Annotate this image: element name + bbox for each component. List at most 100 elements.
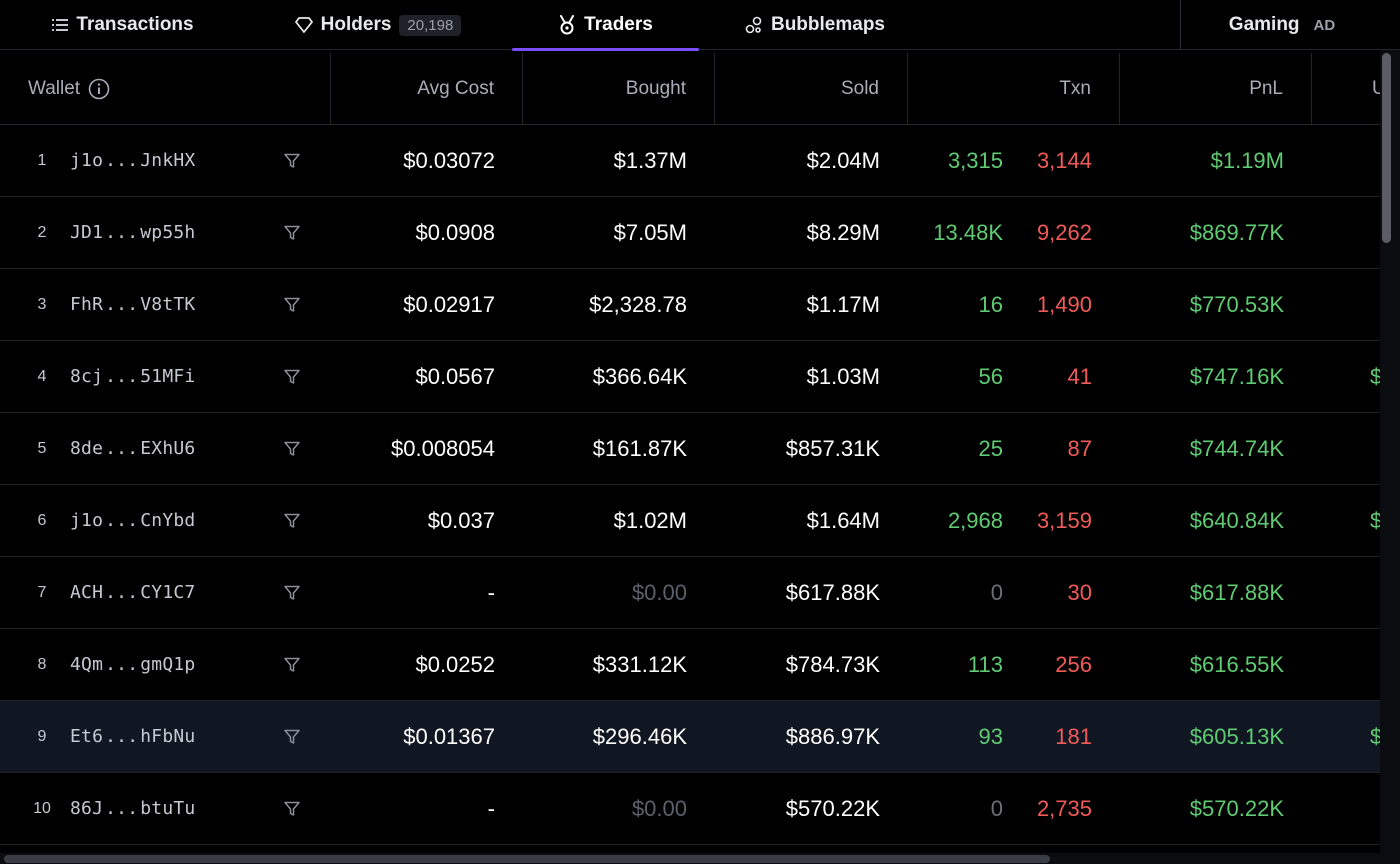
sell-txn-count: 9,262 [1036,219,1092,245]
column-header-bought[interactable]: Bought [523,53,715,125]
sold-value: $1.03M [806,363,880,389]
wallet-address[interactable]: Et6... hFbNu [70,701,195,772]
bought-value: $0.00 [631,579,687,605]
buy-txn-count: 93 [978,723,1003,749]
column-header-wallet[interactable]: Wallet [0,53,331,125]
avg-cost-value: $0.037 [427,507,495,533]
wallet-suffix: hFbNu [140,726,196,747]
avg-cost-value: - [487,795,495,821]
filter-icon[interactable] [280,197,304,268]
row-rank: 2 [37,223,47,241]
table-row[interactable]: 8 4Qm... gmQ1p $0.0252 $331.12K $784.73K 113 25… [0,629,1380,701]
wallet-address[interactable]: JD1... wp55h [70,197,195,268]
info-icon[interactable] [88,78,110,100]
gaming-ad-link[interactable]: Gaming AD [1182,0,1382,50]
filter-icon[interactable] [280,125,304,196]
row-rank: 4 [37,367,47,385]
filter-icon[interactable] [280,269,304,340]
buy-txn-count: 0 [990,795,1003,821]
extra-column-value [1370,773,1380,844]
table-body: 1 j1o... JnkHX $0.03072 $1.37M $2.04M 3,315 3,1… [0,125,1380,845]
row-rank: 10 [33,799,51,817]
sell-txn-count: 3,144 [1036,147,1092,173]
tab-traders[interactable]: Traders [512,0,699,51]
wallet-prefix: 86J [70,798,104,819]
bubbles-icon [745,16,763,34]
pnl-value: $605.13K [1189,723,1284,749]
wallet-address[interactable]: ACH... CY1C7 [70,557,195,628]
column-header-avg-cost[interactable]: Avg Cost [331,53,523,125]
tab-traders-label: Traders [584,14,653,35]
filter-icon[interactable] [280,701,304,772]
row-rank: 3 [37,295,47,313]
wallet-address[interactable]: 8cj... 51MFi [70,341,195,412]
wallet-address[interactable]: 8de... EXhU6 [70,413,195,484]
wallet-ellipsis: ... [105,654,139,675]
wallet-suffix: 51MFi [140,366,196,387]
column-header-txn[interactable]: Txn [908,53,1120,125]
avg-cost-value: $0.0567 [415,363,495,389]
pnl-value: $616.55K [1189,651,1284,677]
horizontal-scrollbar-thumb[interactable] [4,855,1050,863]
wallet-ellipsis: ... [105,438,139,459]
column-extra-label: U [1372,78,1380,99]
table-row[interactable]: 10 86J... btuTu - $0.00 $570.22K 0 2,735 $570.22… [0,773,1380,845]
tab-holders[interactable]: Holders 20,198 [268,0,488,50]
table-row[interactable]: 2 JD1... wp55h $0.0908 $7.05M $8.29M 13.48K 9,2… [0,197,1380,269]
bought-value: $366.64K [592,363,687,389]
filter-icon[interactable] [280,485,304,556]
wallet-suffix: JnkHX [140,150,196,171]
sold-value: $857.31K [785,435,880,461]
bought-value: $1.37M [613,147,687,173]
gaming-label: Gaming [1228,14,1300,35]
table-row[interactable]: 6 j1o... CnYbd $0.037 $1.02M $1.64M 2,968 3,159… [0,485,1380,557]
filter-icon[interactable] [280,341,304,412]
extra-column-value: $ [1370,507,1380,533]
tab-bar: Transactions Holders 20,198 Traders [0,0,1400,51]
pnl-value: $1.19M [1210,147,1284,173]
tab-transactions[interactable]: Transactions [28,0,218,50]
table-row[interactable]: 7 ACH... CY1C7 - $0.00 $617.88K 0 30 $617.88K [0,557,1380,629]
wallet-address[interactable]: j1o... JnkHX [70,125,195,196]
sold-value: $1.64M [806,507,880,533]
filter-icon[interactable] [280,557,304,628]
wallet-prefix: j1o [70,510,104,531]
tab-divider [1180,0,1181,50]
wallet-address[interactable]: 86J... btuTu [70,773,195,844]
wallet-address[interactable]: j1o... CnYbd [70,485,195,556]
vertical-scrollbar[interactable] [1380,50,1400,856]
filter-icon[interactable] [280,629,304,700]
table-row[interactable]: 1 j1o... JnkHX $0.03072 $1.37M $2.04M 3,315 3,1… [0,125,1380,197]
holders-count-badge: 20,198 [399,14,462,36]
wallet-suffix: wp55h [140,222,196,243]
tab-bubblemaps[interactable]: Bubblemaps [720,0,910,50]
extra-column-value [1370,125,1380,196]
wallet-suffix: EXhU6 [140,438,196,459]
pnl-value: $747.16K [1189,363,1284,389]
table-row[interactable]: 3 FhR... V8tTK $0.02917 $2,328.78 $1.17M 16 1,4… [0,269,1380,341]
pnl-value: $640.84K [1189,507,1284,533]
wallet-address[interactable]: FhR... V8tTK [70,269,195,340]
vertical-scrollbar-thumb[interactable] [1382,53,1391,243]
column-avg-cost-label: Avg Cost [417,78,494,99]
bought-value: $331.12K [592,651,687,677]
pnl-value: $570.22K [1189,795,1284,821]
bought-value: $161.87K [592,435,687,461]
table-row[interactable]: 4 8cj... 51MFi $0.0567 $366.64K $1.03M 56 41 $74… [0,341,1380,413]
diamond-icon [294,17,313,33]
filter-icon[interactable] [280,773,304,844]
wallet-ellipsis: ... [105,150,139,171]
wallet-prefix: FhR [70,294,104,315]
table-row[interactable]: 9 Et6... hFbNu $0.01367 $296.46K $886.97K 93 18… [0,701,1380,773]
filter-icon[interactable] [280,413,304,484]
table-row[interactable]: 5 8de... EXhU6 $0.008054 $161.87K $857.31K 25 8… [0,413,1380,485]
extra-column-value [1370,197,1380,268]
wallet-prefix: 8cj [70,366,104,387]
column-header-pnl[interactable]: PnL [1120,53,1312,125]
sold-value: $1.17M [806,291,880,317]
column-header-sold[interactable]: Sold [715,53,908,125]
column-header-extra[interactable]: U [1312,53,1380,125]
wallet-address[interactable]: 4Qm... gmQ1p [70,629,195,700]
tab-transactions-label: Transactions [76,14,194,35]
sold-value: $617.88K [785,579,880,605]
